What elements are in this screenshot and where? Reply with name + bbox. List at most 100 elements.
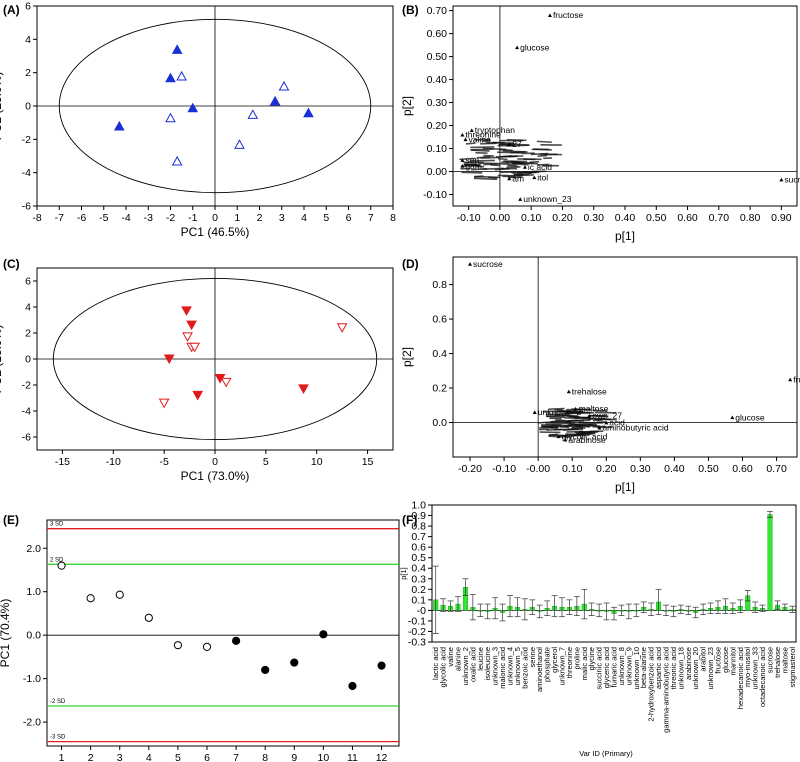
panel-a-x-tick-label: -5 — [99, 212, 108, 224]
panel-b-y-tick-label: 0.50 — [427, 51, 448, 63]
panel-b-y-tick-label: 0.10 — [427, 143, 448, 155]
panel-d-cluster-label-stroke — [548, 435, 572, 439]
panel-b-loading-point — [460, 163, 465, 168]
panel-c-y-tick-label: 4 — [25, 302, 31, 314]
panel-f-category-label: 2-hydroxybenzoic acid — [647, 647, 656, 722]
panel-b-cluster-label-stroke — [529, 160, 540, 164]
panel-f-category-label: unknown_9 — [624, 647, 633, 685]
panel-e-sd-label: -3 SD — [50, 735, 66, 741]
panel-b-loading-label: valine — [469, 134, 491, 144]
panel-b-loading-point — [779, 177, 784, 182]
panel-e-sd-label: 2 SD — [50, 557, 64, 563]
panel-b-cluster-label-stroke — [480, 156, 499, 159]
panel-d-x-tick-label: 0.30 — [630, 463, 651, 475]
panel-a-x-tick-label: 0 — [212, 212, 218, 224]
panel-f-category-label: unknown_4 — [506, 647, 515, 685]
panel-b-cluster-label-stroke — [473, 177, 498, 181]
panel-d-cluster-label-stroke — [562, 428, 579, 431]
panel-f-y-tick-label: -0 — [417, 605, 426, 617]
panel-b-label: (B) — [402, 3, 419, 17]
panel-e-chart: 3 SD2 SD-2 SD-3 SD1 2 3 4 5 6 7 8 9 10 11 12-2.0-1.… — [0, 519, 400, 762]
panel-b-loading-label: am — [512, 173, 524, 183]
panel-b-loading-point — [515, 45, 520, 50]
panel-b-x-axis-title: p[1] — [615, 229, 635, 243]
panel-d-loading-point — [597, 425, 602, 430]
panel-b-chart: -0.10 0.00 0.10 0.20 0.30 0.40 0.50 0.60 0.70 0.8… — [400, 5, 800, 243]
panel-a-filled-triangle-marker — [303, 107, 314, 118]
panel-e-y-tick-label: 1.0 — [26, 586, 41, 598]
panel-d-cluster-label-stroke — [571, 427, 586, 430]
panel-b-x-tick-label: 0.40 — [615, 212, 636, 224]
panel-d-loading-point — [563, 437, 568, 442]
panel-a-x-tick-label: -8 — [32, 212, 41, 224]
panel-f-y-axis-title: p[1] — [399, 567, 408, 580]
panel-d-loading-label: unknown_2 — [538, 407, 582, 417]
panel-b-x-tick-label: 0.70 — [709, 212, 730, 224]
panel-b-cluster-label-stroke — [492, 141, 514, 145]
panel-f-category-label: succinic acid — [595, 647, 604, 690]
panel-b-x-tick-label: -0.10 — [457, 212, 481, 224]
panel-e-sd-label: -2 SD — [50, 699, 66, 705]
panel-d-cluster-label-stroke — [590, 414, 609, 418]
panel-a-x-tick-label: -4 — [121, 212, 130, 224]
panel-b-cluster-label-stroke — [537, 163, 550, 166]
panel-a-x-tick-label: 6 — [346, 212, 352, 224]
panel-a-y-tick-label: -6 — [22, 201, 31, 213]
panel-d-label: (D) — [402, 257, 419, 271]
panel-f-category-label: leucine — [476, 647, 485, 671]
panel-e-open-circle-marker — [144, 613, 153, 622]
panel-b-cluster-label-stroke — [514, 163, 528, 166]
panel-a-chart: -8 -7 -6 -5 -4 -3 -2 -1 0 1 2 3 4 5 6 7 8 -6 -4 -2 0 2 4 6 PC1 (… — [0, 1, 396, 240]
panel-a-y-tick-label: 0 — [25, 101, 31, 113]
panel-a-y-tick-label: 4 — [25, 34, 31, 46]
panel-c-y-tick-label: -6 — [22, 432, 31, 444]
panel-c-y-tick-label: -2 — [22, 380, 31, 392]
panel-d-cluster-label-stroke — [548, 433, 559, 437]
panel-d-loading-point — [730, 415, 735, 420]
panel-d-y-tick-label: 0.4 — [432, 348, 447, 360]
panel-a-x-tick-label: 3 — [279, 212, 285, 224]
panel-a-x-tick-label: -7 — [55, 212, 64, 224]
panel-b-x-tick-label: 0.80 — [740, 212, 761, 224]
panel-e-x-tick-label: 3 — [117, 752, 123, 762]
panel-e-label: (E) — [3, 513, 19, 527]
panel-b-loading-point — [532, 175, 537, 180]
panel-d-loading-point — [573, 406, 578, 411]
panel-a-filled-triangle-marker — [171, 44, 183, 54]
panel-e-y-tick-label: 0.0 — [26, 630, 41, 642]
panel-a-y-axis-title: PC2 (25.0%) — [0, 72, 4, 141]
panel-d-x-tick-label: 0.60 — [732, 463, 753, 475]
panel-b-loading-label: sucr — [784, 175, 800, 185]
panel-d-plot-frame — [452, 256, 798, 458]
panel-d-x-tick-label: 0.20 — [596, 463, 617, 475]
panel-f-category-label: glycerol — [550, 647, 559, 673]
panel-b-loading-point — [522, 165, 527, 169]
panel-d-loading-label: arabinose — [568, 435, 606, 445]
panel-d-cluster-label-stroke — [545, 422, 571, 425]
panel-e-x-tick-label: 11 — [347, 752, 358, 762]
panel-e-x-tick-label: 2 — [88, 752, 94, 762]
panel-f-category-label: aspartic acid — [654, 647, 663, 689]
panel-d-cluster-label-stroke — [592, 425, 606, 428]
panel-f-category-label: unknown_33 — [751, 647, 760, 690]
panel-a-x-tick-label: 1 — [234, 212, 240, 224]
panel-b-cluster-label-stroke — [506, 144, 530, 147]
panel-b-cluster-label-stroke — [497, 157, 508, 161]
panel-d-x-tick-label: 0.10 — [562, 463, 583, 475]
panel-d-loading-label: trehalose — [572, 386, 607, 396]
panel-f-category-label: benzoic acid — [520, 647, 529, 689]
panel-b-loading-point — [460, 132, 465, 137]
panel-a-x-tick-label: -6 — [77, 212, 86, 224]
panel-d-loading-point — [566, 389, 571, 394]
panel-b-cluster-label-stroke — [469, 159, 496, 162]
panel-b-cluster-label-stroke — [536, 140, 552, 144]
panel-a-filled-triangle-marker — [113, 120, 125, 131]
panel-b-loading-label: fructose — [553, 10, 584, 20]
panel-a-open-triangle-marker — [165, 112, 176, 123]
panel-d-cluster-label-stroke — [548, 407, 565, 410]
panel-e-x-tick-label: 4 — [146, 752, 152, 762]
panel-d-loading-label: acid — [609, 418, 625, 428]
panel-a-open-triangle-marker — [176, 70, 187, 81]
panel-f-label: (F) — [402, 513, 417, 527]
